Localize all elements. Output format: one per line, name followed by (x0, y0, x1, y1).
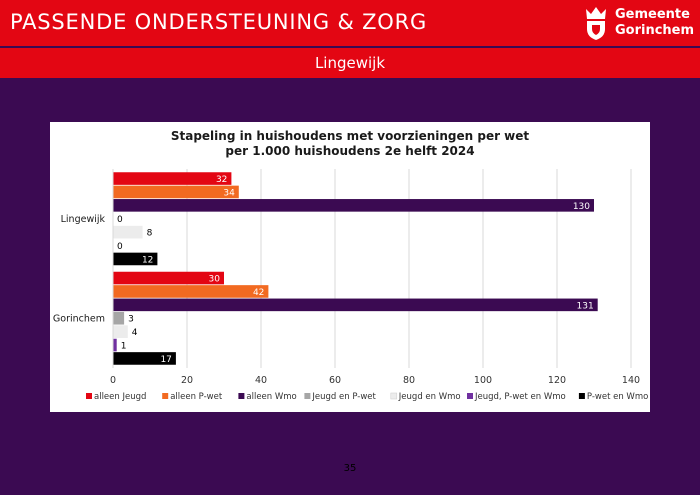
bar (113, 199, 594, 212)
data-label: 30 (209, 274, 221, 284)
category-label: Lingewijk (61, 214, 106, 225)
x-tick-label: 60 (329, 375, 341, 386)
bar (113, 252, 158, 266)
bar-chart: 0 20 40 60 80 100 120 140Lingewijk323413008012G… (53, 169, 648, 402)
legend-swatch (578, 393, 585, 399)
data-label: 42 (253, 288, 264, 298)
chart-title: Stapeling in huishoudens met voorziening… (50, 129, 650, 159)
logo-line-1: Gemeente (615, 7, 690, 22)
bar (113, 298, 598, 312)
gemeente-logo[interactable]: Gemeente Gorinchem (582, 5, 694, 41)
chart-title-line-2: per 1.000 huishoudens 2e helft 2024 (225, 144, 475, 158)
subheader-bar: Lingewijk (0, 48, 700, 78)
subheader-title: Lingewijk (314, 54, 386, 72)
legend-label: alleen Jeugd (94, 392, 146, 402)
legend-swatch (304, 393, 311, 399)
data-label: 12 (142, 255, 153, 265)
legend-swatch (238, 393, 245, 399)
bar (113, 352, 176, 365)
x-tick-label: 20 (181, 375, 193, 386)
bar (113, 271, 224, 285)
data-label: 1 (121, 341, 127, 351)
x-tick-label: 40 (255, 375, 267, 386)
data-label: 17 (160, 355, 171, 365)
legend-label: Jeugd, P-wet en Wmo (474, 392, 566, 402)
data-label: 131 (577, 301, 594, 311)
legend-label: alleen P-wet (170, 392, 223, 402)
data-label: 34 (223, 188, 235, 198)
page-number: 35 (343, 463, 357, 474)
x-tick-label: 80 (403, 375, 415, 386)
logo-text: Gemeente Gorinchem (615, 7, 694, 39)
bar (113, 311, 125, 325)
x-tick-label: 120 (548, 375, 566, 386)
legend-swatch (86, 393, 92, 399)
legend-label: Jeugd en Wmo (398, 392, 461, 402)
logo-line-2: Gorinchem (615, 23, 695, 38)
category-label: Gorinchem (53, 313, 105, 324)
legend-label: Jeugd en P-wet (311, 392, 376, 402)
legend-label: P-wet en Wmo (587, 392, 648, 402)
crown-shield-icon (586, 7, 606, 40)
data-label: 0 (117, 242, 123, 252)
bar (113, 225, 143, 239)
x-tick-label: 140 (622, 375, 640, 386)
bar (113, 185, 239, 199)
data-label: 4 (132, 328, 138, 338)
chart-title-line-1: Stapeling in huishoudens met voorziening… (170, 129, 530, 143)
legend-label: alleen Wmo (246, 392, 296, 402)
x-tick-label: 100 (474, 375, 492, 386)
legend-swatch (390, 392, 398, 400)
data-label: 3 (128, 315, 134, 325)
data-label: 0 (117, 215, 123, 225)
data-label: 32 (216, 175, 227, 185)
bar (113, 285, 269, 298)
bar (113, 325, 128, 338)
page-title: PASSENDE ONDERSTEUNING & ZORG (10, 10, 428, 34)
chart-card: Stapeling in huishoudens met voorziening… (50, 122, 650, 412)
bar (113, 338, 117, 352)
bar (113, 172, 232, 185)
legend-swatch (467, 393, 473, 399)
legend-swatch (162, 393, 169, 399)
data-label: 8 (147, 229, 153, 239)
data-label: 130 (573, 202, 590, 212)
x-tick-label: 0 (110, 375, 116, 386)
header-bar: PASSENDE ONDERSTEUNING & ZORG Gemeente G… (0, 0, 700, 46)
